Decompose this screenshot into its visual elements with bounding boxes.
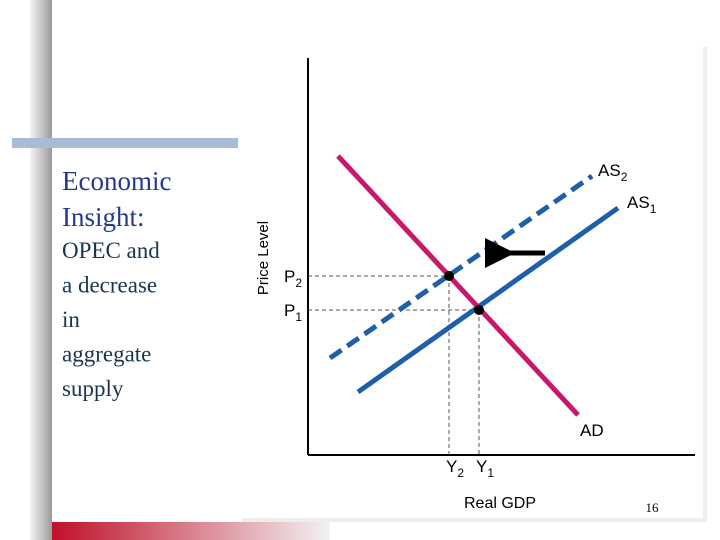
label: AD: [580, 421, 604, 440]
label-main: Y: [476, 457, 487, 476]
bottom-bar: [52, 522, 330, 540]
label: Y1: [476, 457, 494, 480]
title-line: Insight:: [62, 202, 145, 232]
subtitle-line: OPEC and: [62, 238, 160, 263]
side-bar: [30, 0, 52, 540]
label-main: Y: [446, 457, 457, 476]
subtitle-line: a decrease: [62, 273, 157, 298]
label-sub: 2: [295, 276, 302, 290]
label-main: AD: [580, 421, 604, 440]
label: P2: [284, 267, 302, 290]
label-sub: 1: [295, 310, 302, 324]
ad-curve: [336, 154, 580, 417]
label-sub: 1: [487, 466, 494, 480]
subtitle-line: aggregate: [62, 342, 151, 367]
label-main: P: [284, 301, 295, 320]
label: P1: [284, 301, 302, 324]
as1-curve: [356, 205, 620, 395]
y-axis-label: Price Level: [255, 221, 272, 295]
label-sub: 2: [457, 466, 464, 480]
subtitle-line: in: [62, 307, 80, 332]
label-main: AS: [598, 161, 621, 180]
accent-bar: [12, 138, 240, 148]
page-number: 16: [646, 500, 660, 515]
subtitle-line: supply: [62, 376, 124, 401]
label-main: AS: [627, 193, 650, 212]
label: Y2: [446, 457, 464, 480]
label-main: P: [284, 267, 295, 286]
x-axis-label: Real GDP: [464, 495, 536, 512]
title-line: Economic: [62, 166, 171, 196]
label: AS2: [598, 161, 628, 184]
label: AS1: [627, 193, 657, 216]
graph-panel: [238, 43, 703, 518]
subtitle: OPEC and a decrease in aggregate supply: [62, 238, 160, 401]
title: Economic Insight:: [62, 166, 171, 232]
label-sub: 1: [650, 202, 657, 216]
label-sub: 2: [621, 170, 628, 184]
as2-curve: [328, 173, 594, 361]
equilibrium-point: [444, 271, 454, 281]
guides: [308, 275, 480, 455]
equilibrium-point: [474, 305, 484, 315]
title-text: Economic Insight:: [62, 166, 171, 232]
